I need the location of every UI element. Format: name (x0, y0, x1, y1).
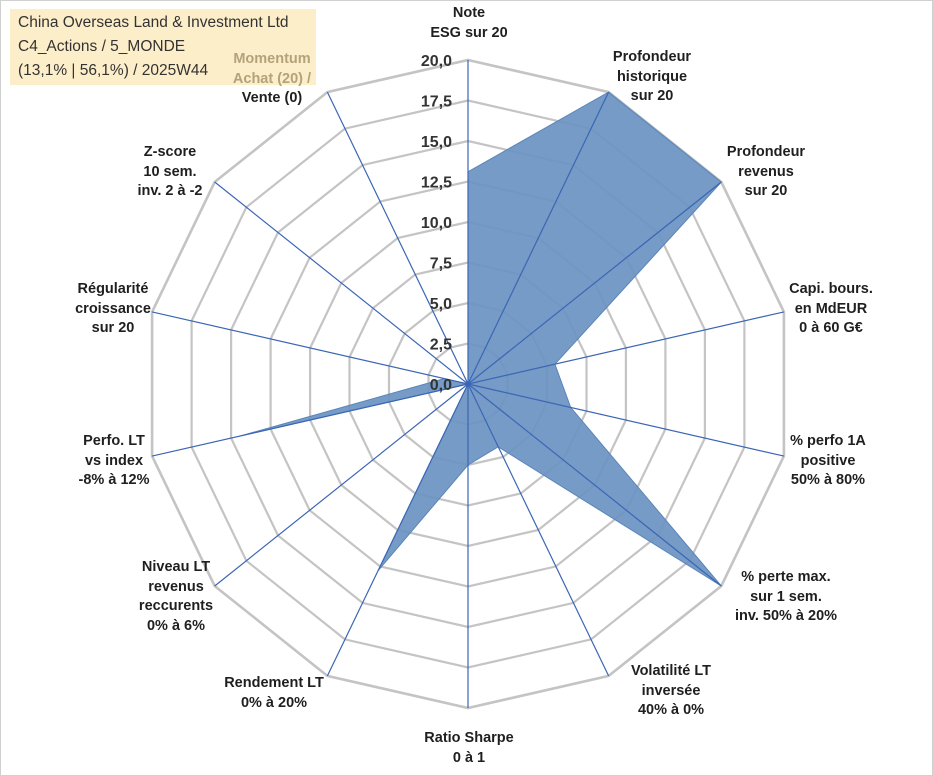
radial-tick-label: 10,0 (421, 215, 452, 232)
radial-tick-label: 20,0 (421, 53, 452, 70)
chart-title-box: China Overseas Land & Investment Ltd C4_… (10, 9, 316, 85)
chart-title-company: China Overseas Land & Investment Ltd (18, 14, 289, 31)
radial-tick-label: 7,5 (430, 256, 452, 273)
axis-spoke (467, 383, 785, 457)
radar-spokes (151, 60, 785, 708)
axis-spoke (467, 181, 722, 385)
axis-spoke (467, 383, 722, 587)
axis-spoke (326, 383, 469, 677)
radial-tick-label: 15,0 (421, 134, 452, 151)
radar-series-layer (238, 91, 723, 587)
axis-spoke (214, 383, 469, 587)
axis-spoke (151, 383, 469, 457)
radial-tick-label: 5,0 (430, 296, 452, 313)
radial-tick-label: 2,5 (430, 337, 452, 354)
radial-tick-labels: 0,0 2,5 5,0 7,5 10,0 12,5 15,0 17,5 20,0 (421, 53, 452, 394)
axis-spoke (326, 91, 469, 385)
axis-spoke (214, 181, 469, 385)
chart-title-category: C4_Actions / 5_MONDE (18, 38, 186, 55)
axis-spoke (467, 311, 785, 385)
radial-tick-label: 0,0 (430, 377, 452, 394)
axis-spoke (467, 383, 610, 677)
radial-tick-label: 17,5 (421, 94, 452, 111)
axis-spoke (151, 311, 469, 385)
chart-title-stats: (13,1% | 56,1%) / 2025W44 (18, 62, 209, 79)
series-area (238, 91, 723, 587)
radial-tick-label: 12,5 (421, 175, 452, 192)
axis-spoke (467, 91, 610, 385)
